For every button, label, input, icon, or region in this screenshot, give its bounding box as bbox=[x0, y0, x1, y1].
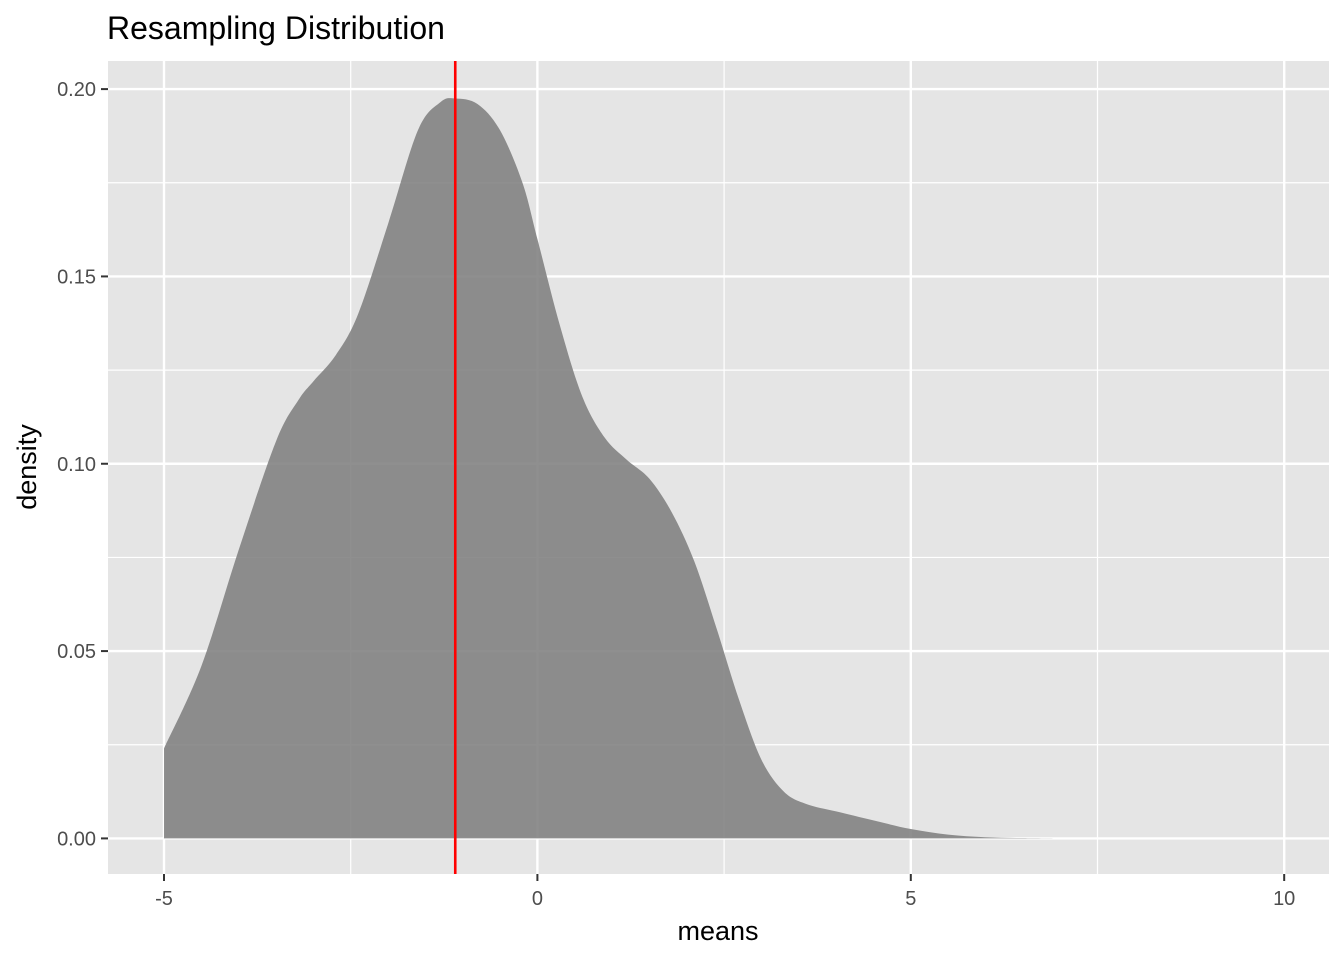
x-tick-label: 0 bbox=[532, 888, 543, 910]
x-tick-label: -5 bbox=[155, 888, 173, 910]
y-axis-title: density bbox=[12, 424, 42, 510]
y-tick-label: 0.00 bbox=[57, 828, 96, 850]
chart-title: Resampling Distribution bbox=[107, 10, 445, 46]
major-gridlines bbox=[108, 61, 1329, 874]
y-tick-label: 0.10 bbox=[57, 454, 96, 476]
y-tick-label: 0.15 bbox=[57, 266, 96, 288]
y-tick-label: 0.20 bbox=[57, 79, 96, 101]
x-tick-label: 10 bbox=[1273, 888, 1295, 910]
x-axis-title: means bbox=[677, 916, 758, 946]
x-tick-label: 5 bbox=[905, 888, 916, 910]
y-axis: 0.00 0.05 0.10 0.15 0.20 bbox=[57, 79, 108, 850]
density-area bbox=[164, 98, 1061, 839]
y-tick-label: 0.05 bbox=[57, 641, 96, 663]
x-axis: -5 0 5 10 bbox=[155, 874, 1295, 910]
